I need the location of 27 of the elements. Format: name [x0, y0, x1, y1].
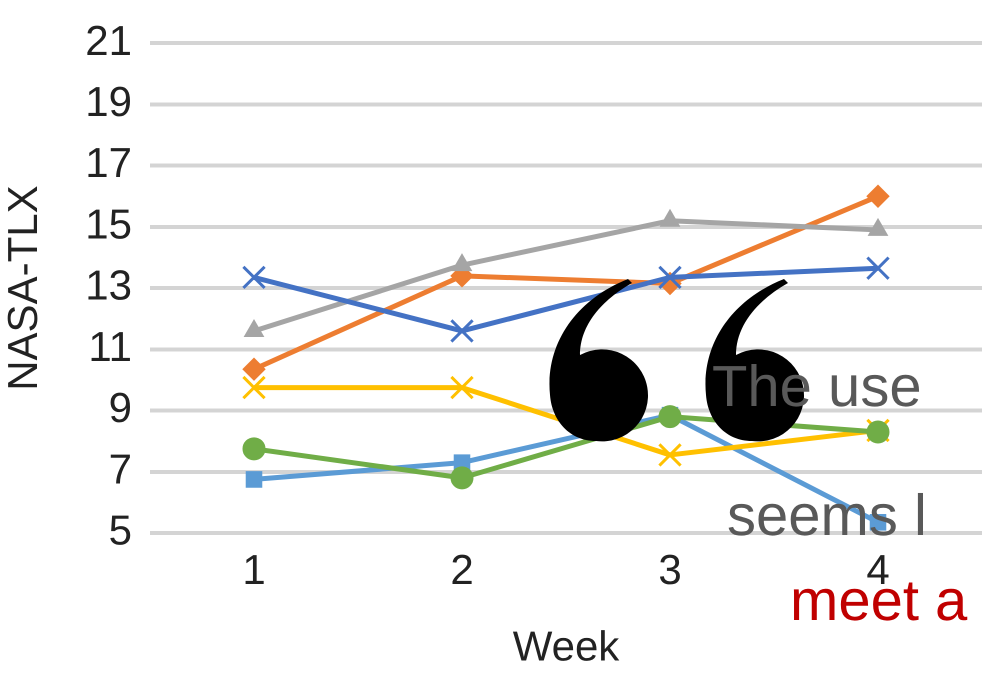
- y-tick-label: 9: [108, 384, 132, 432]
- x-axis-title: Week: [512, 622, 620, 670]
- point: [242, 265, 266, 290]
- point: [246, 471, 262, 488]
- y-tick-label: 21: [85, 16, 132, 64]
- y-tick-label: 17: [85, 139, 132, 186]
- point: [450, 318, 474, 344]
- y-tick-label: 19: [85, 78, 132, 126]
- point: [242, 358, 266, 381]
- point: [450, 375, 474, 400]
- point: [866, 184, 890, 208]
- point: [658, 442, 682, 468]
- point: [242, 375, 266, 400]
- point: [658, 265, 682, 290]
- y-tick-label: 5: [108, 506, 132, 554]
- point: [450, 466, 474, 490]
- x-tick-label: 2: [450, 546, 474, 593]
- y-tick-label: 13: [85, 262, 132, 309]
- x-tick-label: 1: [242, 546, 266, 593]
- y-tick-label: 7: [108, 445, 132, 492]
- point: [866, 256, 890, 280]
- point: [242, 437, 266, 460]
- y-tick-label: 15: [85, 200, 132, 248]
- y-tick-label: 11: [88, 322, 132, 370]
- x-tick-label: 3: [658, 546, 682, 593]
- point: [658, 405, 682, 428]
- y-axis-title: NASA-TLX: [0, 185, 46, 391]
